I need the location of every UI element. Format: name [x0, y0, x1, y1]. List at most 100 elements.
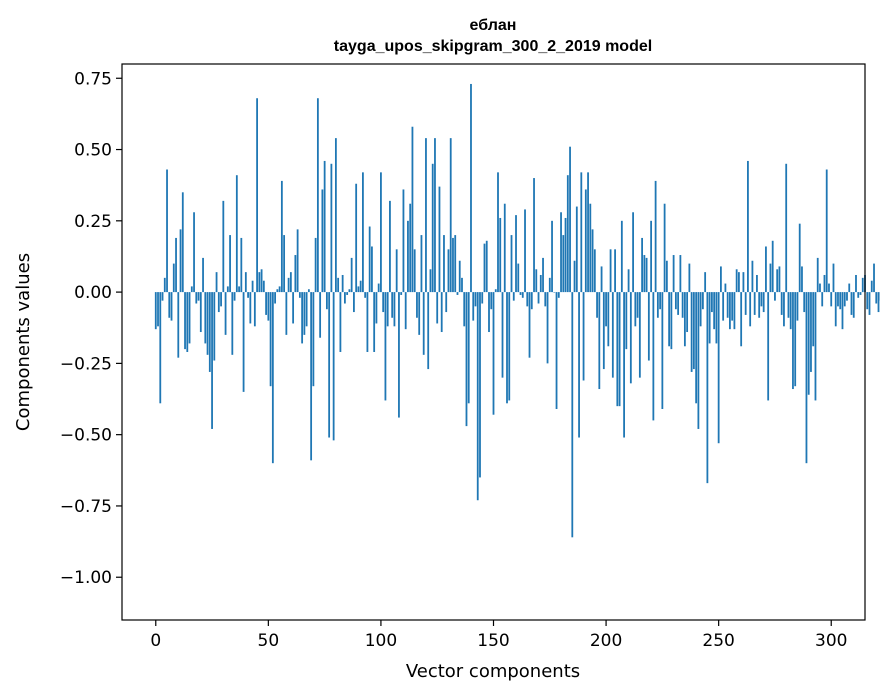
bar-157	[508, 292, 511, 401]
bar-175	[548, 277, 551, 293]
bar-203	[611, 292, 614, 378]
bar-243	[701, 292, 704, 310]
bar-207	[620, 220, 623, 293]
bar-172	[542, 257, 544, 293]
bar-32	[226, 286, 229, 293]
bar-188	[578, 292, 580, 438]
bar-262	[744, 292, 747, 315]
bar-22	[204, 292, 207, 344]
bar-98	[375, 292, 378, 324]
bar-44	[253, 292, 256, 327]
bar-300	[830, 292, 833, 307]
bar-31	[224, 292, 227, 335]
bar-154	[501, 292, 504, 378]
bar-251	[720, 266, 722, 293]
bar-301	[832, 263, 835, 293]
bar-279	[783, 292, 785, 327]
bar-153	[499, 217, 502, 293]
bar-284	[794, 292, 797, 387]
bar-295	[819, 283, 821, 293]
bar-266	[753, 292, 756, 315]
x-axis-label: Vector components	[406, 661, 580, 682]
bar-4	[163, 277, 166, 293]
bar-217	[643, 255, 646, 293]
bar-33	[229, 235, 231, 293]
y-axis-label: Components values	[13, 253, 34, 431]
bar-174	[546, 292, 549, 364]
bar-65	[301, 292, 304, 344]
bar-313	[859, 292, 862, 295]
y-tick-label: −0.75	[60, 497, 112, 517]
bar-138	[465, 292, 468, 427]
bar-307	[846, 292, 848, 301]
bar-100	[380, 172, 382, 293]
bar-318	[870, 280, 873, 293]
bar-124	[434, 138, 436, 293]
bar-93	[364, 292, 367, 298]
bar-296	[821, 292, 824, 307]
y-tick-label: 0.75	[74, 69, 112, 89]
bar-247	[711, 292, 713, 313]
bar-64	[298, 292, 301, 298]
bar-83	[341, 274, 344, 293]
bar-43	[251, 280, 254, 293]
bar-70	[312, 292, 315, 387]
bar-216	[641, 237, 643, 293]
bar-168	[533, 178, 535, 293]
y-tick-label: −1.00	[60, 568, 112, 588]
bar-48	[262, 280, 265, 293]
bar-260	[740, 292, 743, 347]
bar-53	[274, 292, 276, 304]
bar-276	[776, 269, 779, 293]
bar-134	[456, 292, 459, 295]
bar-160	[515, 215, 517, 293]
bar-264	[749, 292, 752, 327]
bar-92	[362, 172, 364, 293]
bar-63	[296, 229, 299, 293]
bar-312	[857, 292, 860, 298]
bar-176	[551, 220, 553, 293]
bar-9	[175, 237, 177, 293]
bar-8	[172, 263, 175, 293]
bar-321	[877, 292, 880, 313]
bar-185	[571, 292, 574, 538]
bar-11	[179, 229, 182, 293]
bar-87	[350, 257, 353, 293]
bar-226	[663, 203, 666, 293]
bar-54	[276, 289, 279, 293]
bar-103	[386, 292, 389, 327]
bar-72	[316, 98, 319, 293]
bar-283	[792, 292, 794, 390]
bar-205	[616, 292, 619, 407]
bar-201	[607, 292, 610, 347]
bar-285	[796, 292, 799, 321]
bar-232	[677, 292, 680, 315]
bar-25	[211, 292, 213, 429]
bar-109	[400, 292, 403, 295]
bar-256	[731, 292, 734, 321]
bar-84	[344, 292, 346, 304]
bar-130	[447, 249, 450, 293]
bar-286	[798, 223, 801, 293]
bar-94	[366, 292, 369, 352]
bar-169	[535, 269, 538, 293]
x-tick-label: 200	[590, 631, 622, 651]
bar-263	[747, 160, 749, 293]
bar-143	[476, 292, 479, 501]
bar-135	[458, 260, 461, 293]
bar-238	[690, 292, 693, 372]
bar-310	[852, 292, 855, 318]
bar-75	[323, 160, 326, 293]
bar-272	[767, 292, 770, 401]
x-tick-label: 50	[258, 631, 280, 651]
bar-288	[803, 292, 806, 313]
bar-55	[278, 286, 281, 293]
bar-139	[467, 292, 470, 404]
bar-241	[697, 292, 700, 429]
bar-88	[353, 292, 355, 313]
bar-210	[627, 269, 630, 293]
bar-294	[816, 257, 819, 293]
bar-39	[242, 292, 245, 392]
bar-104	[389, 200, 391, 293]
bar-110	[402, 189, 405, 293]
